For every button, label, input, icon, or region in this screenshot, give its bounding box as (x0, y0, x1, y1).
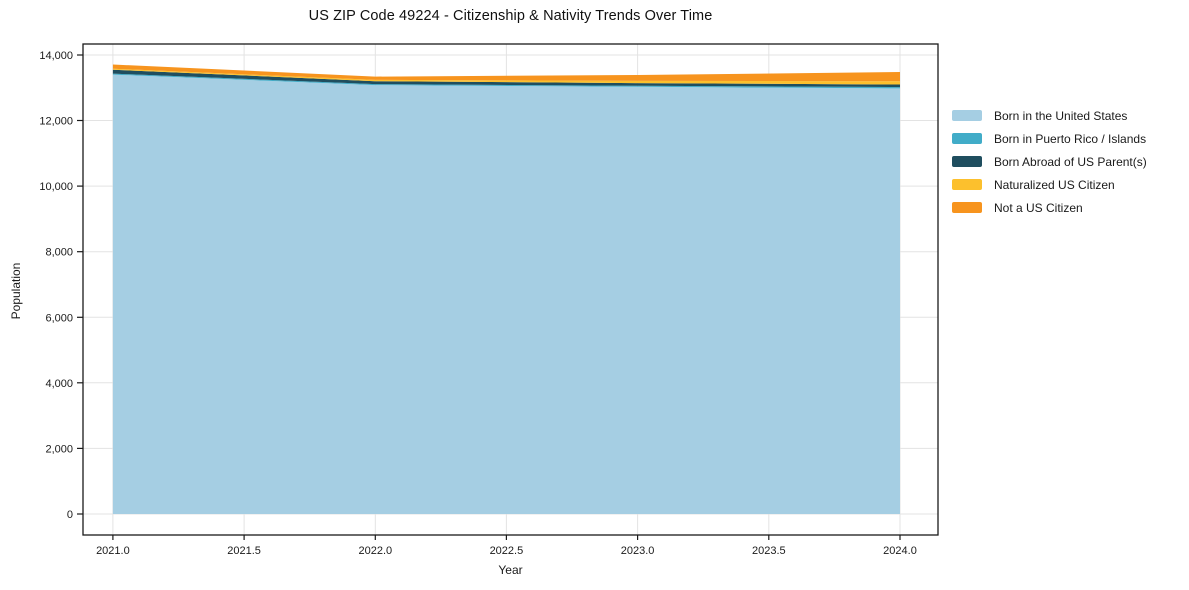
legend-item: Born Abroad of US Parent(s) (952, 150, 1147, 173)
area-series (112, 74, 900, 514)
legend-item: Naturalized US Citizen (952, 173, 1147, 196)
area-series (112, 68, 900, 85)
x-tick-label: 2021.5 (227, 545, 261, 557)
x-tick-label: 2022.0 (358, 545, 392, 557)
y-tick-label: 6,000 (45, 312, 73, 324)
legend-swatch (952, 156, 982, 167)
legend-swatch (952, 133, 982, 144)
x-axis-label: Year (498, 563, 523, 577)
legend-swatch (952, 202, 982, 213)
x-tick-label: 2024.0 (883, 545, 917, 557)
chart-title: US ZIP Code 49224 - Citizenship & Nativi… (308, 8, 713, 24)
y-tick-label: 4,000 (45, 378, 73, 390)
y-tick-label: 14,000 (39, 50, 73, 62)
x-tick-label: 2023.5 (752, 545, 786, 557)
area-series (112, 69, 900, 88)
legend-label: Born in the United States (994, 108, 1128, 123)
y-axis-label: Population (9, 262, 23, 320)
legend-swatch (952, 110, 982, 121)
legend-item: Not a US Citizen (952, 196, 1147, 219)
y-tick-label: 8,000 (45, 247, 73, 259)
legend-label: Born Abroad of US Parent(s) (994, 154, 1147, 169)
legend-label: Naturalized US Citizen (994, 177, 1115, 192)
y-tick-label: 0 (67, 509, 73, 521)
area-series (112, 64, 900, 82)
y-tick-label: 12,000 (39, 116, 73, 128)
legend-label: Not a US Citizen (994, 200, 1083, 215)
legend-swatch (952, 179, 982, 190)
legend: Born in the United States Born in Puerto … (952, 104, 1147, 219)
axes-box (82, 43, 939, 536)
area-series (112, 73, 900, 89)
x-tick-label: 2022.5 (490, 545, 524, 557)
y-tick-label: 2,000 (45, 443, 73, 455)
x-tick-label: 2021.0 (96, 545, 130, 557)
legend-label: Born in Puerto Rico / Islands (994, 131, 1147, 146)
legend-item: Born in Puerto Rico / Islands (952, 127, 1147, 150)
x-tick-label: 2023.0 (621, 545, 655, 557)
y-tick-label: 10,000 (39, 181, 73, 193)
legend-item: Born in the United States (952, 104, 1147, 127)
